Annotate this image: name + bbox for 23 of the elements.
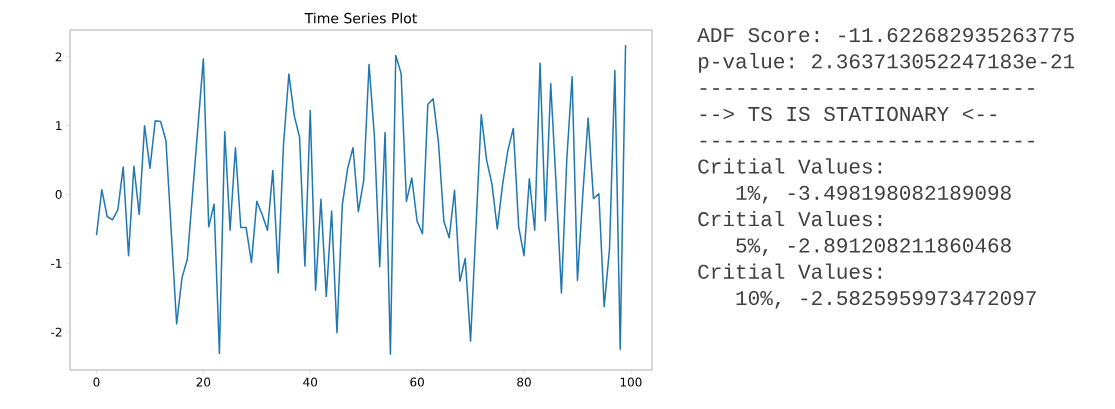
y-tick-label: 1 <box>56 121 62 131</box>
y-tick-label: 0 <box>55 189 62 200</box>
text: p-value: 2.363713052247183e-21 <box>699 53 1075 73</box>
chart-title: Time Series Plot <box>304 12 417 24</box>
text: --------------------------- <box>700 88 1034 90</box>
x-tick-label: 20 <box>196 377 211 387</box>
text: Critial Values: <box>698 158 882 174</box>
text: --> TS IS STATIONARY <-- <box>700 106 997 122</box>
text: 10%, -2.5825959973472097 <box>736 290 1036 309</box>
x-tick-label: 100 <box>620 377 642 387</box>
x-tick-label: 80 <box>517 377 531 387</box>
y-tick-label: -1 <box>51 258 62 268</box>
text: --------------------------- <box>700 140 1034 143</box>
text: ADF Score: -11.622682935263775 <box>697 27 1074 43</box>
x-tick-label: 40 <box>303 377 318 387</box>
text: 5%, -2.891208211860468 <box>736 238 1011 257</box>
text: Critial Values: <box>698 210 882 227</box>
y-tick-label: -2 <box>51 327 62 337</box>
text: Critial Values: <box>698 263 882 279</box>
y-tick-label: 2 <box>55 52 62 62</box>
text: 1%, -3.498198082189098 <box>736 185 1011 204</box>
x-tick-label: 60 <box>410 377 424 387</box>
x-tick-label: 0 <box>93 377 100 387</box>
